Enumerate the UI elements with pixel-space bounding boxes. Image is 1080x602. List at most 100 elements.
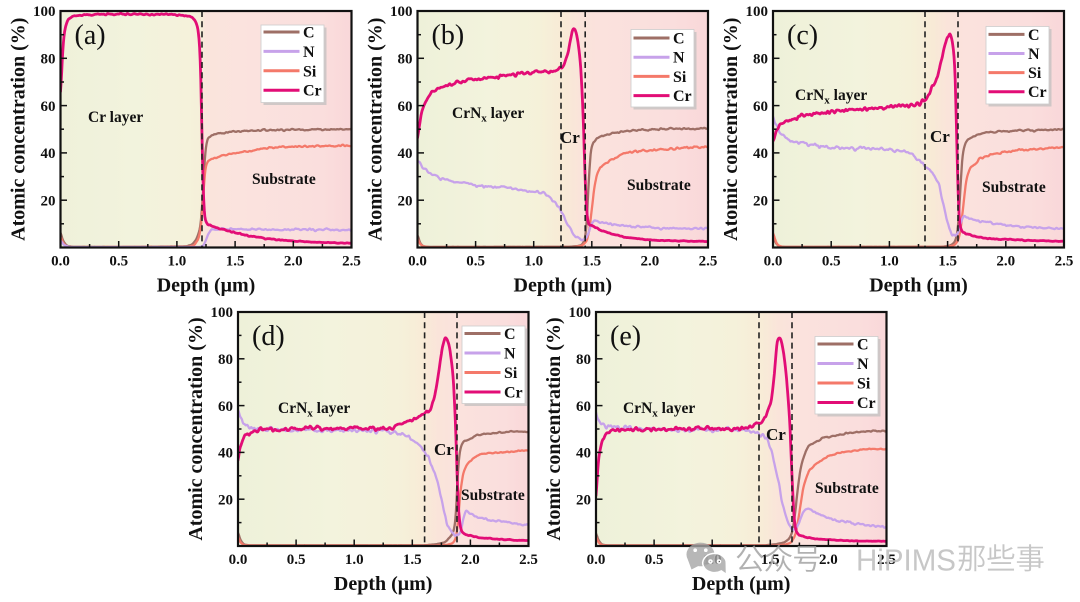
svg-text:20: 20 (398, 193, 413, 209)
svg-text:2.5: 2.5 (699, 254, 718, 270)
svg-text:Si: Si (303, 63, 317, 80)
svg-text:100: 100 (569, 305, 592, 321)
svg-text:Atomic concentration (%): Atomic concentration (%) (8, 18, 30, 241)
svg-text:0.0: 0.0 (51, 254, 70, 270)
svg-text:0.0: 0.0 (587, 552, 606, 568)
svg-text:0.5: 0.5 (822, 254, 841, 270)
svg-text:HiPIMS: HiPIMS (856, 543, 956, 578)
svg-text:(e): (e) (610, 321, 641, 352)
svg-text:Cr: Cr (434, 440, 454, 459)
svg-text:Depth (μm): Depth (μm) (869, 275, 968, 297)
svg-text:1.0: 1.0 (524, 254, 543, 270)
svg-text:Depth (μm): Depth (μm) (692, 573, 791, 595)
svg-text:Depth (μm): Depth (μm) (514, 275, 613, 297)
svg-text:60: 60 (753, 99, 768, 115)
svg-text:0.0: 0.0 (229, 552, 248, 568)
svg-text:100: 100 (390, 4, 413, 20)
svg-text:0.0: 0.0 (764, 254, 783, 270)
svg-text:40: 40 (218, 446, 233, 462)
svg-text:40: 40 (753, 146, 768, 162)
svg-text:80: 80 (218, 352, 233, 368)
svg-text:C: C (673, 31, 685, 48)
svg-text:0.5: 0.5 (466, 254, 485, 270)
svg-text:1.0: 1.0 (880, 254, 899, 270)
svg-text:1.0: 1.0 (168, 254, 187, 270)
svg-text:Cr layer: Cr layer (88, 109, 143, 126)
svg-text:Depth (μm): Depth (μm) (334, 573, 433, 595)
svg-text:Substrate: Substrate (461, 487, 525, 504)
svg-text:1.5: 1.5 (582, 254, 601, 270)
svg-text:C: C (303, 25, 315, 42)
svg-text:Cr: Cr (504, 385, 523, 402)
svg-text:80: 80 (753, 52, 768, 68)
svg-text:2.5: 2.5 (1055, 254, 1074, 270)
svg-text:Si: Si (673, 69, 687, 86)
svg-text:CrNx layer: CrNx layer (452, 105, 524, 125)
svg-text:1.5: 1.5 (226, 254, 245, 270)
svg-text:Cr: Cr (930, 127, 950, 146)
svg-text:(d): (d) (252, 321, 285, 352)
svg-text:Substrate: Substrate (982, 179, 1046, 196)
svg-text:CrNx layer: CrNx layer (278, 400, 350, 420)
svg-text:Depth (μm): Depth (μm) (157, 275, 256, 297)
svg-text:60: 60 (218, 399, 233, 415)
svg-text:0.0: 0.0 (408, 254, 427, 270)
svg-text:60: 60 (41, 99, 56, 115)
svg-text:CrNx layer: CrNx layer (623, 400, 695, 420)
svg-text:1.5: 1.5 (938, 254, 957, 270)
svg-text:Substrate: Substrate (627, 177, 691, 194)
svg-text:20: 20 (218, 492, 233, 508)
svg-text:2.5: 2.5 (519, 552, 538, 568)
svg-text:C: C (857, 337, 869, 354)
svg-text:N: N (1028, 46, 1040, 63)
svg-text:(a): (a) (75, 20, 106, 51)
svg-text:Cr: Cr (857, 395, 876, 412)
svg-text:1.0: 1.0 (345, 552, 364, 568)
svg-text:Atomic concentration (%): Atomic concentration (%) (543, 317, 565, 540)
svg-text:Si: Si (857, 376, 871, 393)
svg-text:20: 20 (753, 193, 768, 209)
svg-text:100: 100 (33, 4, 56, 20)
svg-text:(c): (c) (787, 20, 818, 51)
svg-text:2.0: 2.0 (461, 552, 480, 568)
svg-text:0.5: 0.5 (109, 254, 128, 270)
svg-text:0.5: 0.5 (645, 552, 664, 568)
svg-text:Si: Si (1028, 65, 1042, 82)
svg-text:40: 40 (398, 146, 413, 162)
svg-text:2.0: 2.0 (996, 254, 1015, 270)
svg-text:60: 60 (398, 99, 413, 115)
svg-text:Atomic concentration (%): Atomic concentration (%) (185, 317, 207, 540)
svg-text:Cr: Cr (766, 425, 786, 444)
svg-text:2.0: 2.0 (819, 552, 838, 568)
svg-text:80: 80 (41, 52, 56, 68)
svg-text:2.0: 2.0 (641, 254, 660, 270)
svg-text:20: 20 (41, 193, 56, 209)
svg-text:Atomic concentration (%): Atomic concentration (%) (365, 18, 387, 241)
svg-text:Cr: Cr (673, 88, 692, 105)
svg-text:N: N (303, 44, 315, 61)
svg-text:Substrate: Substrate (815, 480, 879, 497)
svg-text:Substrate: Substrate (252, 171, 316, 188)
svg-text:80: 80 (398, 52, 413, 68)
svg-text:Cr: Cr (1028, 84, 1047, 101)
svg-text:Cr: Cr (560, 128, 580, 147)
svg-text:N: N (673, 50, 685, 67)
svg-text:100: 100 (746, 4, 769, 20)
svg-text:1.5: 1.5 (403, 552, 422, 568)
svg-text:C: C (504, 326, 516, 343)
svg-text:40: 40 (576, 446, 591, 462)
svg-text:N: N (504, 346, 516, 363)
svg-text:60: 60 (576, 399, 591, 415)
svg-text:(b): (b) (432, 20, 465, 51)
svg-text:2.5: 2.5 (342, 254, 361, 270)
svg-text:40: 40 (41, 146, 56, 162)
svg-text:C: C (1028, 27, 1040, 44)
svg-text:2.0: 2.0 (284, 254, 303, 270)
svg-text:2.5: 2.5 (877, 552, 896, 568)
svg-text:Cr: Cr (303, 83, 322, 100)
svg-text:Atomic concentration (%): Atomic concentration (%) (720, 18, 742, 241)
svg-text:Si: Si (504, 365, 518, 382)
svg-text:20: 20 (576, 492, 591, 508)
svg-text:N: N (857, 356, 869, 373)
svg-text:100: 100 (211, 305, 234, 321)
